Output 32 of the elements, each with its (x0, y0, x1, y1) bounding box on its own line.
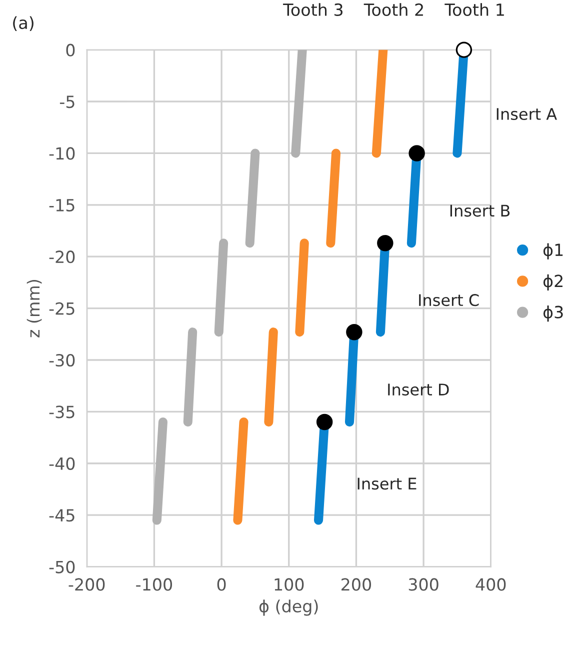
text: Tooth 3 (283, 3, 342, 16)
y-tick-label: -40 (49, 457, 75, 470)
legend-label: ϕ3 (543, 306, 563, 322)
y-axis-title: z (mm) (26, 280, 42, 338)
x-tick-label: -200 (68, 578, 105, 591)
x-axis-title: ϕ (deg) (259, 600, 318, 616)
text: Tooth 2 (364, 3, 423, 16)
x-tick-label: 100 (274, 578, 304, 591)
y-tick-label: -50 (49, 560, 75, 574)
text: Insert A (496, 108, 557, 120)
y-tick-label: -15 (49, 199, 74, 212)
x-tick-label: 200 (342, 578, 372, 591)
y-tick-label: -20 (49, 250, 75, 264)
legend-label: ϕ2 (543, 274, 562, 291)
y-tick-label: -45 (49, 509, 74, 522)
text: Tooth 1 (444, 3, 504, 16)
annotation: Insert B (450, 204, 510, 217)
y-tick-label: -10 (49, 147, 75, 160)
x-tick-label: 300 (408, 578, 438, 591)
y-tick-label: -30 (49, 354, 75, 367)
chart-title: (a) (13, 16, 34, 32)
y-tick-label: -35 (49, 406, 74, 418)
annotation: Insert E (358, 478, 416, 490)
legend-label: ϕ1 (543, 243, 563, 260)
y-tick-label: 0 (66, 44, 75, 56)
annotation: Insert D (388, 384, 449, 396)
x-tick-label: 400 (476, 578, 506, 591)
x-tick-label: -100 (136, 578, 172, 591)
y-tick-label: -25 (49, 302, 74, 315)
y-tick-label: -5 (60, 96, 74, 108)
annotation: Insert C (419, 294, 479, 306)
x-tick-label: 0 (217, 578, 226, 591)
